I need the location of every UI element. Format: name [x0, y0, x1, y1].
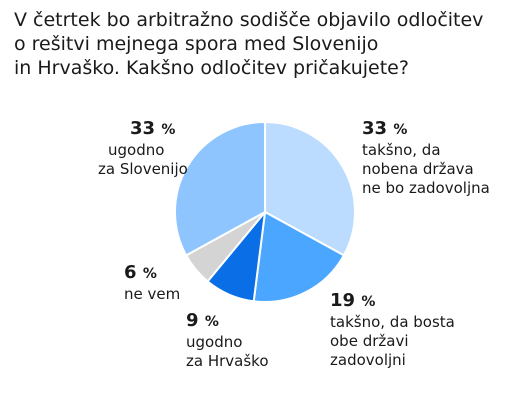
slice-value-4: 6 %	[124, 262, 157, 283]
slice-label-2: 19 % takšno, da bosta obe državi zadovol…	[330, 290, 455, 370]
slice-text-2c: zadovoljni	[330, 351, 406, 369]
slice-text-5b: za Slovenijo	[98, 160, 188, 178]
slice-text-3a: ugodno	[186, 333, 243, 351]
slice-text-4a: ne vem	[124, 285, 181, 303]
title-line-2: o rešitvi mejnega spora med Slovenijo	[14, 33, 379, 55]
pie-slice-1	[264, 120, 356, 257]
pie-slice-2	[252, 210, 346, 303]
pie-slice-5	[174, 120, 266, 257]
slice-label-5: 33 % ugodno za Slovenijo	[98, 118, 188, 179]
slice-text-2a: takšno, da bosta	[330, 313, 455, 331]
slice-text-3b: za Hrvaško	[186, 352, 269, 370]
title-line-3: in Hrvaško. Kakšno odločitev pričakujete…	[14, 57, 409, 79]
slice-label-1: 33 % takšno, da nobena država ne bo zado…	[362, 118, 490, 198]
chart-title: V četrtek bo arbitražno sodišče objavilo…	[14, 8, 514, 80]
title-line-1: V četrtek bo arbitražno sodišče objavilo…	[14, 9, 484, 31]
slice-label-4: 6 % ne vem	[124, 262, 180, 304]
slice-text-1b: nobena država	[362, 160, 474, 178]
slice-value-3: 9 %	[186, 310, 219, 331]
slice-value-2: 19 %	[330, 290, 376, 311]
slice-label-3: 9 % ugodno za Hrvaško	[186, 310, 269, 371]
slice-value-5: 33 %	[130, 118, 176, 139]
slice-text-1c: ne bo zadovoljna	[362, 179, 490, 197]
slice-text-5a: ugodno	[108, 141, 165, 159]
slice-value-1: 33 %	[362, 118, 408, 139]
slice-text-1a: takšno, da	[362, 141, 441, 159]
slice-text-2b: obe državi	[330, 332, 409, 350]
